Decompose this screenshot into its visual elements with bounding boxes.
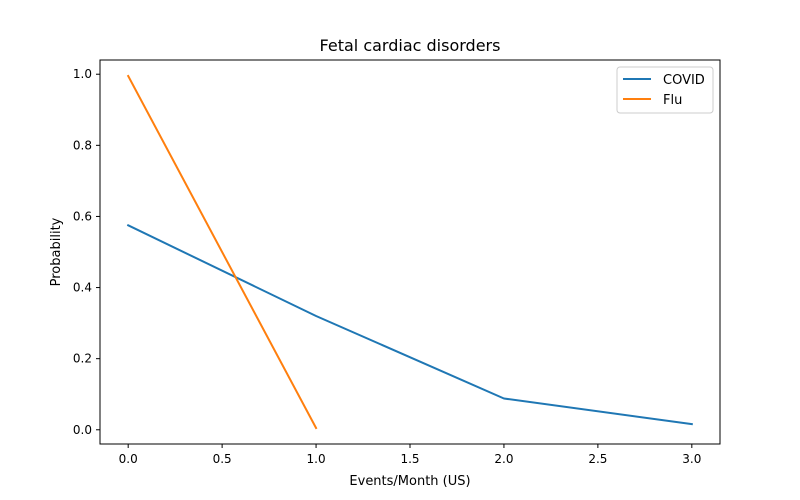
x-axis-label: Events/Month (US) [349, 474, 470, 489]
y-tick-label: 0.2 [73, 352, 92, 366]
y-axis-ticks: 0.0 0.2 0.4 0.6 0.8 1.0 [73, 67, 100, 437]
plot-area [100, 60, 720, 444]
series-layer [126, 74, 693, 430]
y-tick-label: 0.8 [73, 138, 92, 152]
y-tick-label: 0.6 [73, 209, 92, 223]
x-tick-label: 1.0 [307, 452, 326, 466]
y-tick-label: 0.4 [73, 281, 92, 295]
x-tick-label: 0.0 [119, 452, 138, 466]
legend: COVID Flu [616, 66, 714, 114]
legend-label-flu: Flu [663, 93, 682, 108]
series-line-flu [126, 74, 318, 430]
x-tick-label: 0.5 [213, 452, 232, 466]
series-line-covid [126, 223, 693, 426]
y-axis-label: Probability [49, 217, 64, 286]
x-axis-ticks: 0.0 0.5 1.0 1.5 2.0 2.5 3.0 [119, 444, 701, 466]
legend-label-covid: COVID [663, 73, 705, 88]
x-tick-label: 2.5 [588, 452, 607, 466]
x-tick-label: 3.0 [682, 452, 701, 466]
x-tick-label: 1.5 [400, 452, 419, 466]
y-tick-label: 1.0 [73, 67, 92, 81]
chart-title: Fetal cardiac disorders [320, 36, 501, 55]
y-tick-label: 0.0 [73, 423, 92, 437]
x-tick-label: 2.0 [494, 452, 513, 466]
